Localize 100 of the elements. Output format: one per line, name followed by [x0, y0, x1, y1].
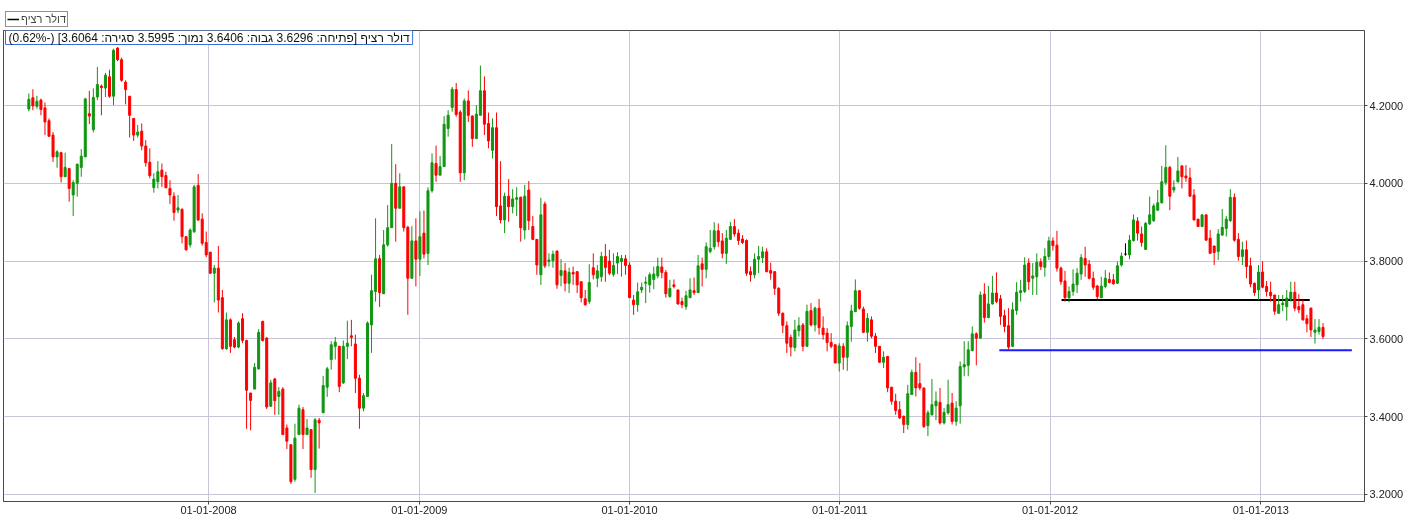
- candlestick: [664, 269, 668, 299]
- candlestick: [704, 241, 708, 279]
- candlestick: [551, 250, 555, 269]
- candlestick: [914, 356, 918, 397]
- candlestick: [603, 243, 607, 283]
- candlestick: [31, 88, 35, 111]
- candlestick: [599, 251, 603, 283]
- candlestick: [841, 342, 845, 371]
- text: דולר רציף: [21, 13, 67, 25]
- candlestick: [611, 252, 615, 278]
- candlestick: [656, 257, 660, 279]
- candlestick: [507, 178, 511, 223]
- candlestick: [559, 258, 563, 287]
- candlestick: [1261, 260, 1265, 289]
- candlestick: [712, 221, 716, 250]
- candlestick: [950, 392, 954, 425]
- candlestick: [1035, 252, 1039, 296]
- candlestick: [684, 290, 688, 311]
- candlestick: [587, 263, 591, 305]
- candlestick: [591, 252, 595, 280]
- candlestick: [414, 217, 418, 287]
- y-tick-label: 4.0000: [1369, 177, 1404, 190]
- candlestick: [1216, 228, 1220, 261]
- candlestick: [55, 149, 59, 169]
- candlestick: [724, 229, 728, 265]
- x-tick-label: 01-01-2009: [391, 503, 448, 516]
- candlestick: [148, 147, 152, 179]
- candlestick: [152, 172, 156, 194]
- candlestick: [648, 271, 652, 294]
- candlestick: [757, 245, 761, 274]
- candlestick: [986, 285, 990, 319]
- candlestick: [277, 386, 281, 416]
- candlestick: [1285, 289, 1289, 322]
- candlestick: [87, 90, 91, 125]
- candlestick: [35, 95, 39, 110]
- candlestick: [1273, 294, 1277, 316]
- candlestick: [607, 249, 611, 276]
- x-tick-label: 01-01-2013: [1232, 503, 1289, 516]
- x-tick-label: 01-01-2012: [1021, 503, 1079, 516]
- candlestick: [998, 294, 1002, 326]
- candlestick: [349, 319, 353, 347]
- candlestick: [652, 266, 656, 290]
- candlestick: [503, 192, 507, 234]
- candlestick: [954, 400, 958, 427]
- candlestick: [1123, 242, 1127, 257]
- candlestick: [865, 312, 869, 343]
- candlestick: [636, 282, 640, 313]
- candlestick: [329, 340, 333, 371]
- candlestick: [632, 294, 636, 316]
- candlestick: [982, 282, 986, 324]
- candlestick: [212, 264, 216, 303]
- candlestick: [305, 418, 309, 436]
- candlestick: [620, 254, 624, 278]
- candlestick: [160, 163, 164, 188]
- candlestick: [422, 210, 426, 259]
- candlestick: [450, 86, 454, 113]
- candlestick: [418, 210, 422, 277]
- candlestick: [817, 298, 821, 336]
- candlestick: [938, 387, 942, 425]
- candlestick: [571, 266, 575, 286]
- y-tick-label: 3.6000: [1369, 332, 1404, 345]
- candlestick: [563, 262, 567, 292]
- x-tick-label: 01-01-2011: [812, 503, 868, 516]
- y-tick-label: 3.4000: [1369, 410, 1404, 423]
- candlestick: [668, 279, 672, 299]
- candlestick: [720, 232, 724, 259]
- candlestick: [515, 186, 519, 217]
- candlestick: [490, 117, 494, 159]
- candlestick: [103, 72, 107, 98]
- candlestick: [547, 252, 551, 268]
- candlestick: [974, 331, 978, 366]
- candlestick: [269, 379, 273, 408]
- candlestick: [132, 117, 136, 142]
- candlestick: [99, 84, 103, 116]
- candlestick: [1289, 281, 1293, 303]
- candlestick: [107, 69, 111, 99]
- candlestick: [833, 344, 837, 364]
- candlestick: [124, 79, 128, 105]
- candlestick: [615, 251, 619, 275]
- candlestick: [1277, 294, 1281, 315]
- candlestick: [63, 152, 67, 178]
- candlestick: [156, 160, 160, 189]
- candlestick: [575, 271, 579, 294]
- candlestick: [511, 188, 515, 214]
- candlestick: [1180, 165, 1184, 189]
- y-tick-label: 3.8000: [1369, 255, 1404, 268]
- candlestick: [1027, 257, 1031, 291]
- candlestick: [753, 252, 757, 279]
- candlestick: [813, 306, 817, 333]
- candlestick: [249, 392, 253, 431]
- candlestick: [1293, 281, 1297, 312]
- candlestick: [1007, 307, 1011, 351]
- candlestick: [765, 247, 769, 273]
- x-tick-label: 01-01-2010: [601, 503, 658, 516]
- candlestick: [692, 276, 696, 296]
- candlestick: [434, 145, 438, 183]
- candlestick: [672, 278, 676, 289]
- candlestick: [801, 322, 805, 352]
- candlestick: [1309, 306, 1313, 338]
- annotation: דולר רציף [פתיחה: 3.6296 גבוה: 3.6406 נמוך: 3.5995 סגירה: 3.6064] (-0.62%): [8, 30, 411, 45]
